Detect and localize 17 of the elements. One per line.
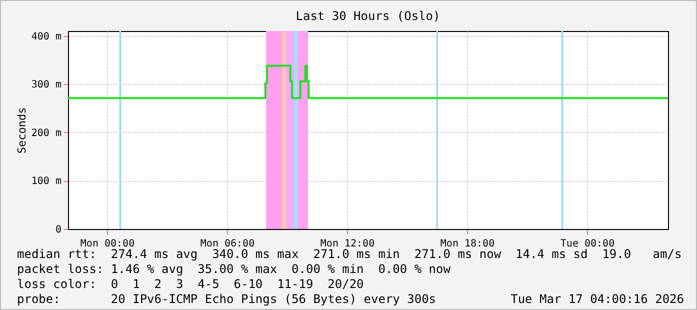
y-tick-label: 200 m	[31, 128, 62, 139]
x-tick-label: Mon 12:00	[320, 238, 375, 250]
x-tick-label: Tue 00:00	[560, 238, 615, 250]
text: Tue Mar 17 04:00:16 2026	[510, 292, 684, 306]
text: packet loss: 1.46 % avg 35.00 % max 0.00 % min 0.00 % now	[17, 262, 450, 276]
y-tick-label: 100 m	[31, 176, 62, 188]
x-tick-label: Mon 00:00	[80, 238, 135, 250]
text: median rtt: 274.4 ms avg 340.0 ms max 271.0 ms min 271.0 ms now 14.4 ms sd 19.0 am/s	[17, 247, 682, 261]
y-tick-label: 0	[55, 224, 62, 236]
chart-title: Last 30 Hours (Oslo)	[296, 8, 440, 23]
y-tick-label: 300 m	[31, 80, 62, 91]
text: loss color: 0 1 2 3 4-5 6-10 11-19 20/20	[17, 277, 364, 291]
x-tick-label: Mon 18:00	[440, 238, 495, 250]
y-axis-title: Seconds	[15, 107, 28, 154]
text: probe: 20 IPv6-ICMP Echo Pings (56 Bytes) every 300s	[17, 292, 436, 306]
y-tick-label: 400 m	[31, 31, 62, 42]
x-tick-label: Mon 06:00	[200, 238, 255, 250]
